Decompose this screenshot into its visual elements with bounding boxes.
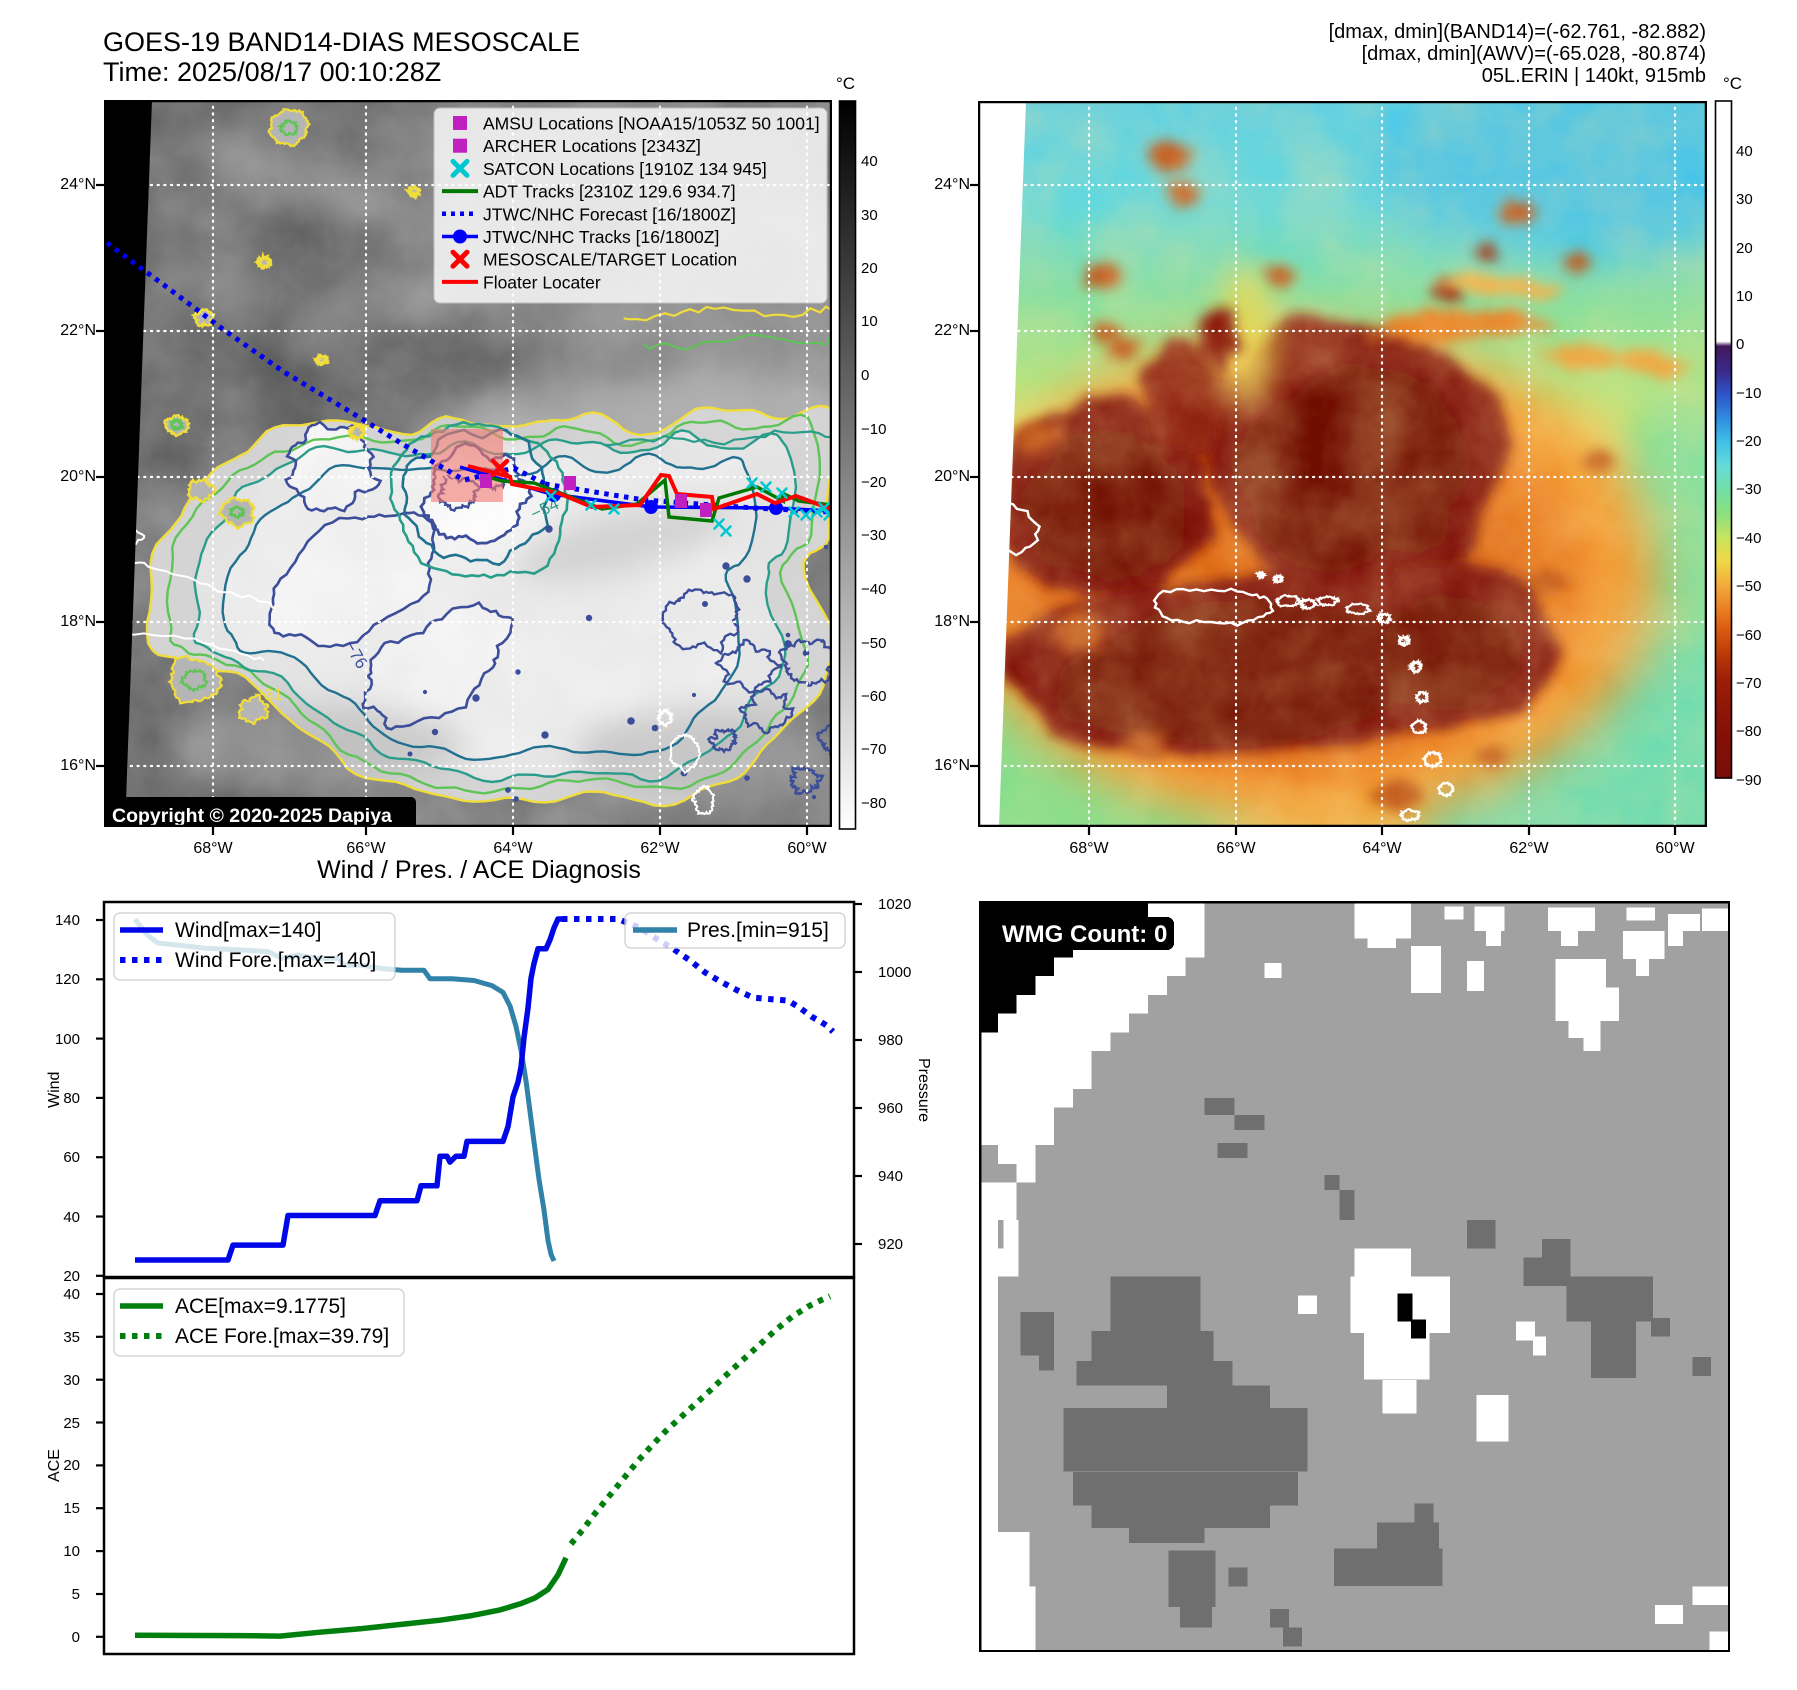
svg-text:ACE[max=9.1775]: ACE[max=9.1775] <box>175 1295 346 1318</box>
svg-text:ADT Tracks [2310Z 129.6 934.7]: ADT Tracks [2310Z 129.6 934.7] <box>483 182 736 202</box>
svg-text:ARCHER Locations [2343Z]: ARCHER Locations [2343Z] <box>483 136 701 156</box>
svg-text:JTWC/NHC Tracks [16/1800Z]: JTWC/NHC Tracks [16/1800Z] <box>483 227 719 247</box>
svg-text:Pres.[min=915]: Pres.[min=915] <box>687 919 829 942</box>
svg-text:ACE Fore.[max=39.79]: ACE Fore.[max=39.79] <box>175 1325 389 1348</box>
svg-text:Wind Fore.[max=140]: Wind Fore.[max=140] <box>175 949 376 972</box>
svg-text:SATCON Locations [1910Z 134 94: SATCON Locations [1910Z 134 945] <box>483 159 767 179</box>
svg-text:MESOSCALE/TARGET Location: MESOSCALE/TARGET Location <box>483 250 737 270</box>
svg-text:Wind[max=140]: Wind[max=140] <box>175 919 322 942</box>
svg-text:Copyright © 2020-2025 Dapiya: Copyright © 2020-2025 Dapiya <box>112 805 392 827</box>
svg-text:JTWC/NHC Forecast [16/1800Z]: JTWC/NHC Forecast [16/1800Z] <box>483 204 736 224</box>
svg-text:Floater Locater: Floater Locater <box>483 272 601 292</box>
svg-text:WMG Count: 0: WMG Count: 0 <box>1002 921 1167 948</box>
svg-text:AMSU Locations [NOAA15/1053Z 5: AMSU Locations [NOAA15/1053Z 50 1001] <box>483 114 820 134</box>
svg-text:−31: −31 <box>254 685 283 704</box>
